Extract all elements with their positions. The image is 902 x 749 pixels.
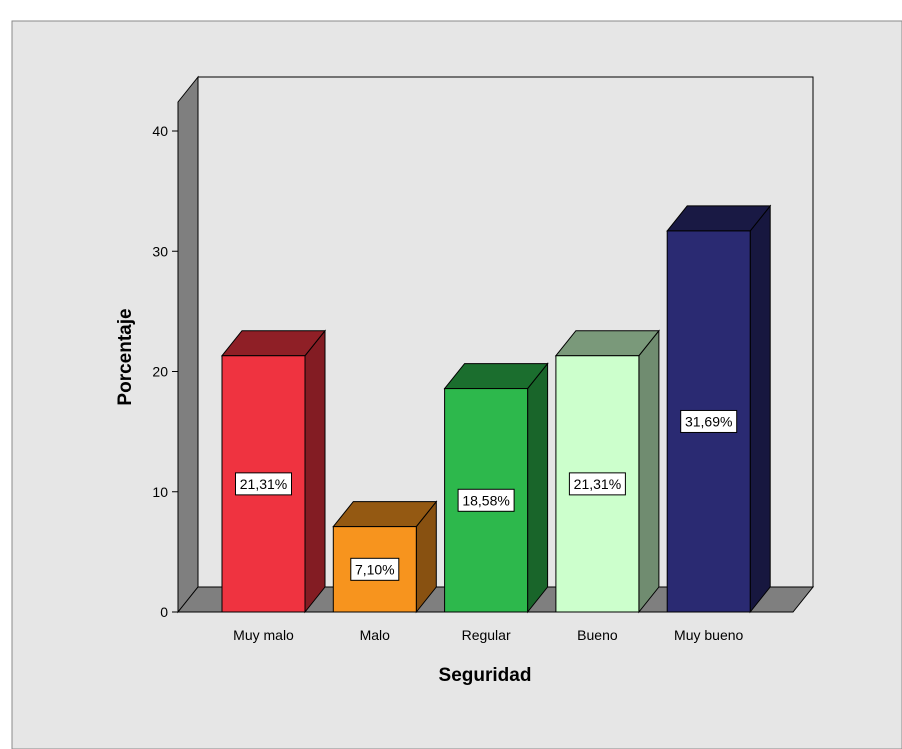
bar-malo (333, 502, 436, 612)
x-tick-label: Muy malo (233, 627, 294, 643)
y-tick-label: 20 (152, 364, 168, 380)
y-tick-label: 0 (160, 604, 168, 620)
data-label: 31,69% (685, 413, 732, 429)
bar-side-face (750, 206, 770, 612)
x-tick-label: Bueno (577, 627, 618, 643)
data-label: 21,31% (574, 476, 621, 492)
x-axis-title: Seguridad (439, 665, 532, 686)
bar-regular (445, 364, 548, 612)
bar-bueno (556, 331, 659, 612)
bar-side-face (305, 331, 325, 612)
x-tick-label: Malo (360, 627, 391, 643)
x-tick-label: Regular (462, 627, 511, 643)
left-wall (178, 77, 198, 612)
x-tick-label: Muy bueno (674, 627, 743, 643)
y-tick-label: 40 (152, 123, 168, 139)
bar-side-face (639, 331, 659, 612)
y-axis-title: Porcentaje (115, 308, 136, 405)
bar-side-face (528, 364, 548, 612)
data-label: 21,31% (240, 476, 287, 492)
data-label: 7,10% (355, 561, 395, 577)
bar-muy-bueno (667, 206, 770, 612)
bar-muy-malo (222, 331, 325, 612)
data-label: 18,58% (462, 492, 509, 508)
y-tick-label: 10 (152, 484, 168, 500)
y-tick-label: 30 (152, 243, 168, 259)
